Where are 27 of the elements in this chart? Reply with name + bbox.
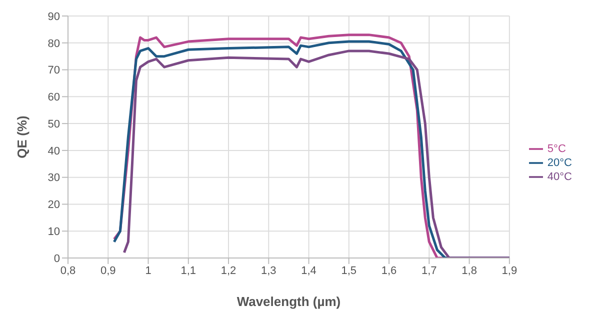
y-tick-label: 30 [48,172,60,184]
y-tick-label: 50 [48,118,60,130]
x-tick-label: 1,2 [220,264,236,277]
legend-label: 5°C [547,142,566,155]
x-axis-title: Wavelength (µm) [236,294,341,309]
x-tick-label: 0,9 [100,264,116,277]
x-tick-label: 0,8 [60,264,76,277]
y-tick-label: 90 [48,10,60,23]
x-tick-label: 1,6 [381,264,397,277]
x-tick-label: 1,7 [422,264,437,277]
x-tick-label: 1 [145,264,152,277]
legend-label: 20°C [547,156,572,169]
y-tick-label: 20 [48,199,60,212]
x-tick-label: 1,1 [180,264,196,277]
x-tick-label: 1,5 [341,264,357,277]
y-tick-label: 0 [54,252,60,265]
y-axis-title: QE (%) [14,116,30,158]
y-tick-label: 80 [48,38,60,50]
y-tick-label: 10 [48,226,60,238]
x-tick-label: 1,3 [261,264,276,277]
x-tick-label: 1,4 [301,264,316,277]
x-tick-label: 1,8 [462,264,477,277]
legend-label: 40°C [547,170,572,183]
y-tick-label: 60 [48,92,60,104]
y-tick-label: 70 [48,64,60,77]
y-tick-label: 40 [48,145,60,158]
x-tick-label: 1,9 [502,264,518,277]
